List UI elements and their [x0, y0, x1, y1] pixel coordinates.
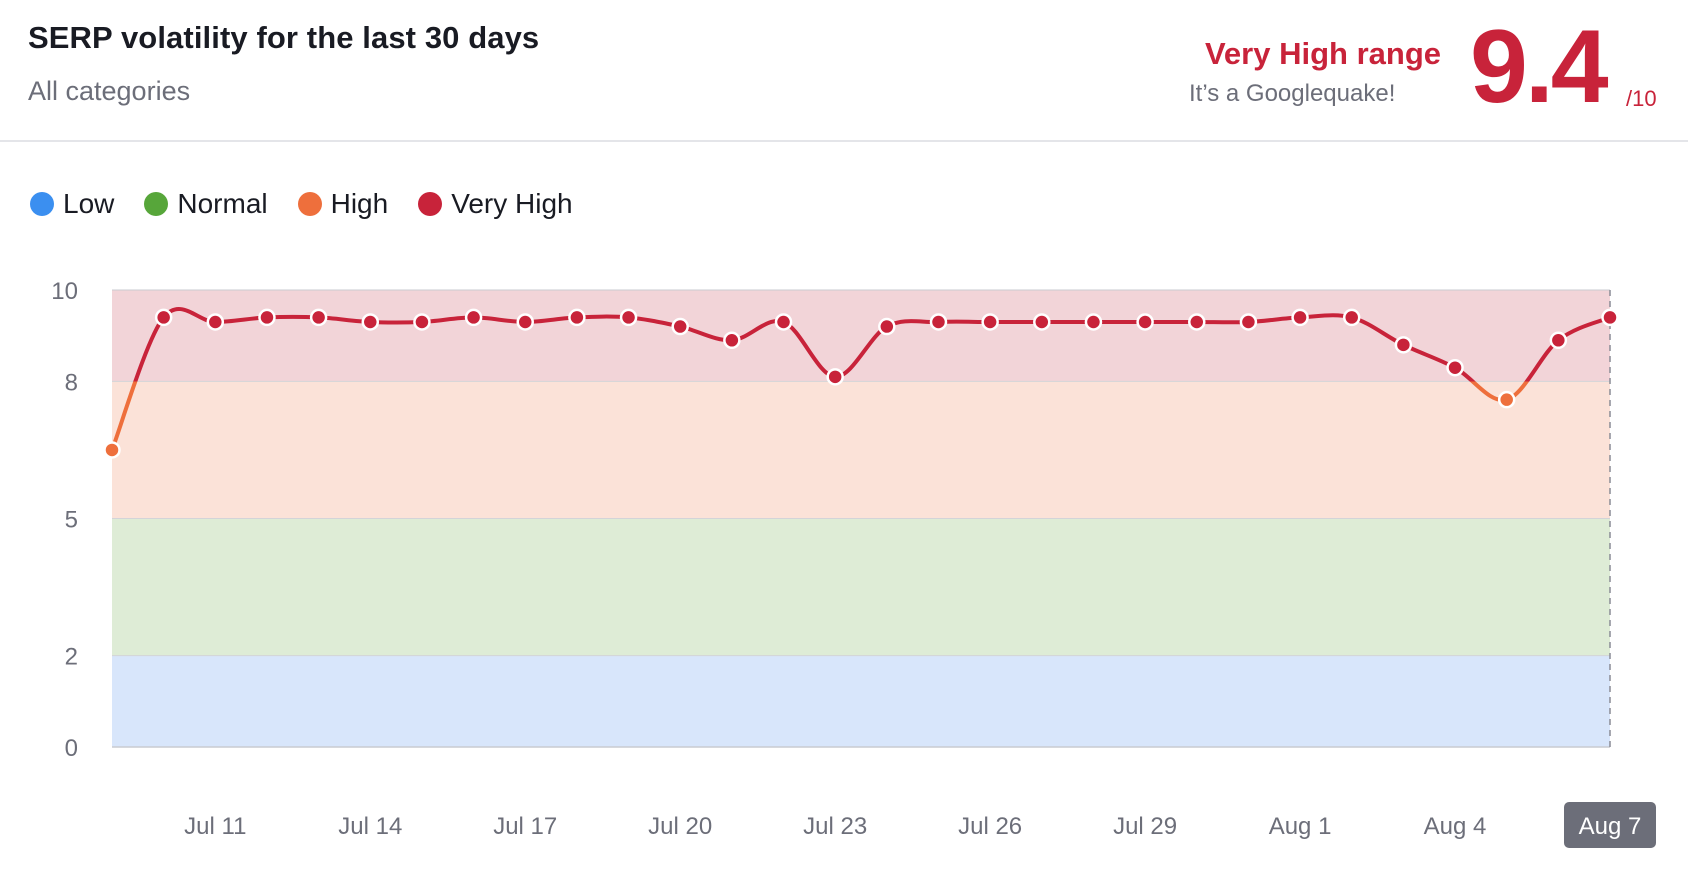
legend-item-very-high[interactable]: Very High: [418, 188, 573, 220]
data-point[interactable]: [154, 308, 173, 327]
legend-label-very-high: Very High: [451, 188, 573, 219]
x-tick-label: Aug 4: [1424, 813, 1487, 840]
chart-legend: Low Normal High Very High: [30, 188, 603, 220]
chart-title: SERP volatility for the last 30 days: [28, 20, 540, 55]
x-tick-label: Jul 11: [184, 813, 246, 840]
range-subtitle: It’s a Googlequake!: [1189, 80, 1396, 107]
data-point[interactable]: [981, 313, 999, 331]
band-very-high: [112, 290, 1610, 382]
range-bands: [112, 290, 1610, 747]
volatility-score: 9.4: [1470, 9, 1609, 125]
data-point[interactable]: [258, 308, 276, 327]
data-point[interactable]: [723, 331, 741, 350]
y-axis: 0 2 5 8 10: [51, 278, 78, 762]
volatility-score-max: /10: [1626, 86, 1657, 111]
x-axis: Jul 11 Jul 14 Jul 17 Jul 20 Jul 23 Jul 26 Jul …: [184, 802, 1656, 848]
data-point[interactable]: [464, 308, 483, 327]
legend-item-normal[interactable]: Normal: [144, 188, 268, 220]
data-point[interactable]: [1497, 390, 1516, 409]
data-point[interactable]: [1136, 313, 1154, 331]
grid-lines: [112, 289, 1611, 748]
range-title: Very High range: [1204, 36, 1441, 71]
x-tick-label: Jul 26: [958, 813, 1022, 840]
y-tick-label: 8: [65, 369, 78, 396]
data-point[interactable]: [1601, 308, 1619, 327]
legend-label-low: Low: [63, 188, 115, 219]
x-tick-label: Jul 29: [1113, 813, 1177, 840]
legend-item-high[interactable]: High: [297, 188, 389, 220]
data-point[interactable]: [1033, 313, 1051, 331]
legend-dot-very-high: [418, 192, 443, 216]
data-point[interactable]: [206, 313, 225, 331]
data-point[interactable]: [361, 313, 380, 331]
y-tick-label: 0: [65, 735, 78, 762]
data-point[interactable]: [1342, 308, 1361, 327]
y-tick-label: 2: [65, 644, 78, 671]
band-low: [112, 655, 1610, 747]
legend-dot-normal: [144, 192, 169, 216]
data-point[interactable]: [619, 308, 638, 327]
data-point[interactable]: [774, 313, 793, 331]
data-point[interactable]: [671, 317, 689, 336]
data-point[interactable]: [826, 368, 844, 386]
chart-header: SERP volatility for the last 30 days All…: [0, 0, 1688, 142]
x-tick-label: Jul 23: [803, 813, 867, 840]
legend-label-normal: Normal: [177, 188, 268, 219]
legend-item-low[interactable]: Low: [30, 188, 114, 220]
data-point[interactable]: [103, 441, 121, 459]
current-date-badge: [1564, 802, 1656, 848]
data-point[interactable]: [1084, 313, 1103, 331]
data-point[interactable]: [1188, 313, 1206, 331]
legend-dot-high: [297, 192, 322, 216]
legend-dot-low: [30, 192, 54, 216]
data-point[interactable]: [878, 317, 896, 336]
data-point[interactable]: [1291, 308, 1309, 327]
category-filter-label: All categories: [28, 76, 191, 106]
x-tick-label: Jul 14: [338, 813, 402, 840]
data-point[interactable]: [1549, 331, 1568, 350]
volatility-series: [103, 307, 1619, 459]
x-tick-label: Jul 17: [493, 813, 557, 840]
data-point[interactable]: [309, 308, 328, 327]
legend-label-high: High: [330, 188, 389, 219]
data-point[interactable]: [568, 308, 586, 327]
data-point[interactable]: [1239, 313, 1258, 331]
band-high: [112, 381, 1610, 519]
x-tick-label: Aug 7: [1579, 813, 1642, 840]
y-tick-label: 10: [51, 278, 78, 305]
volatility-line: [110, 307, 1612, 452]
x-tick-label: Aug 1: [1269, 813, 1332, 840]
x-tick-label: Jul 20: [648, 813, 712, 840]
data-point[interactable]: [929, 313, 948, 331]
y-tick-label: 5: [65, 507, 78, 534]
data-point[interactable]: [1446, 358, 1464, 377]
band-normal: [112, 518, 1610, 656]
data-point[interactable]: [516, 313, 534, 331]
data-point[interactable]: [1394, 336, 1413, 354]
data-point[interactable]: [413, 313, 431, 331]
